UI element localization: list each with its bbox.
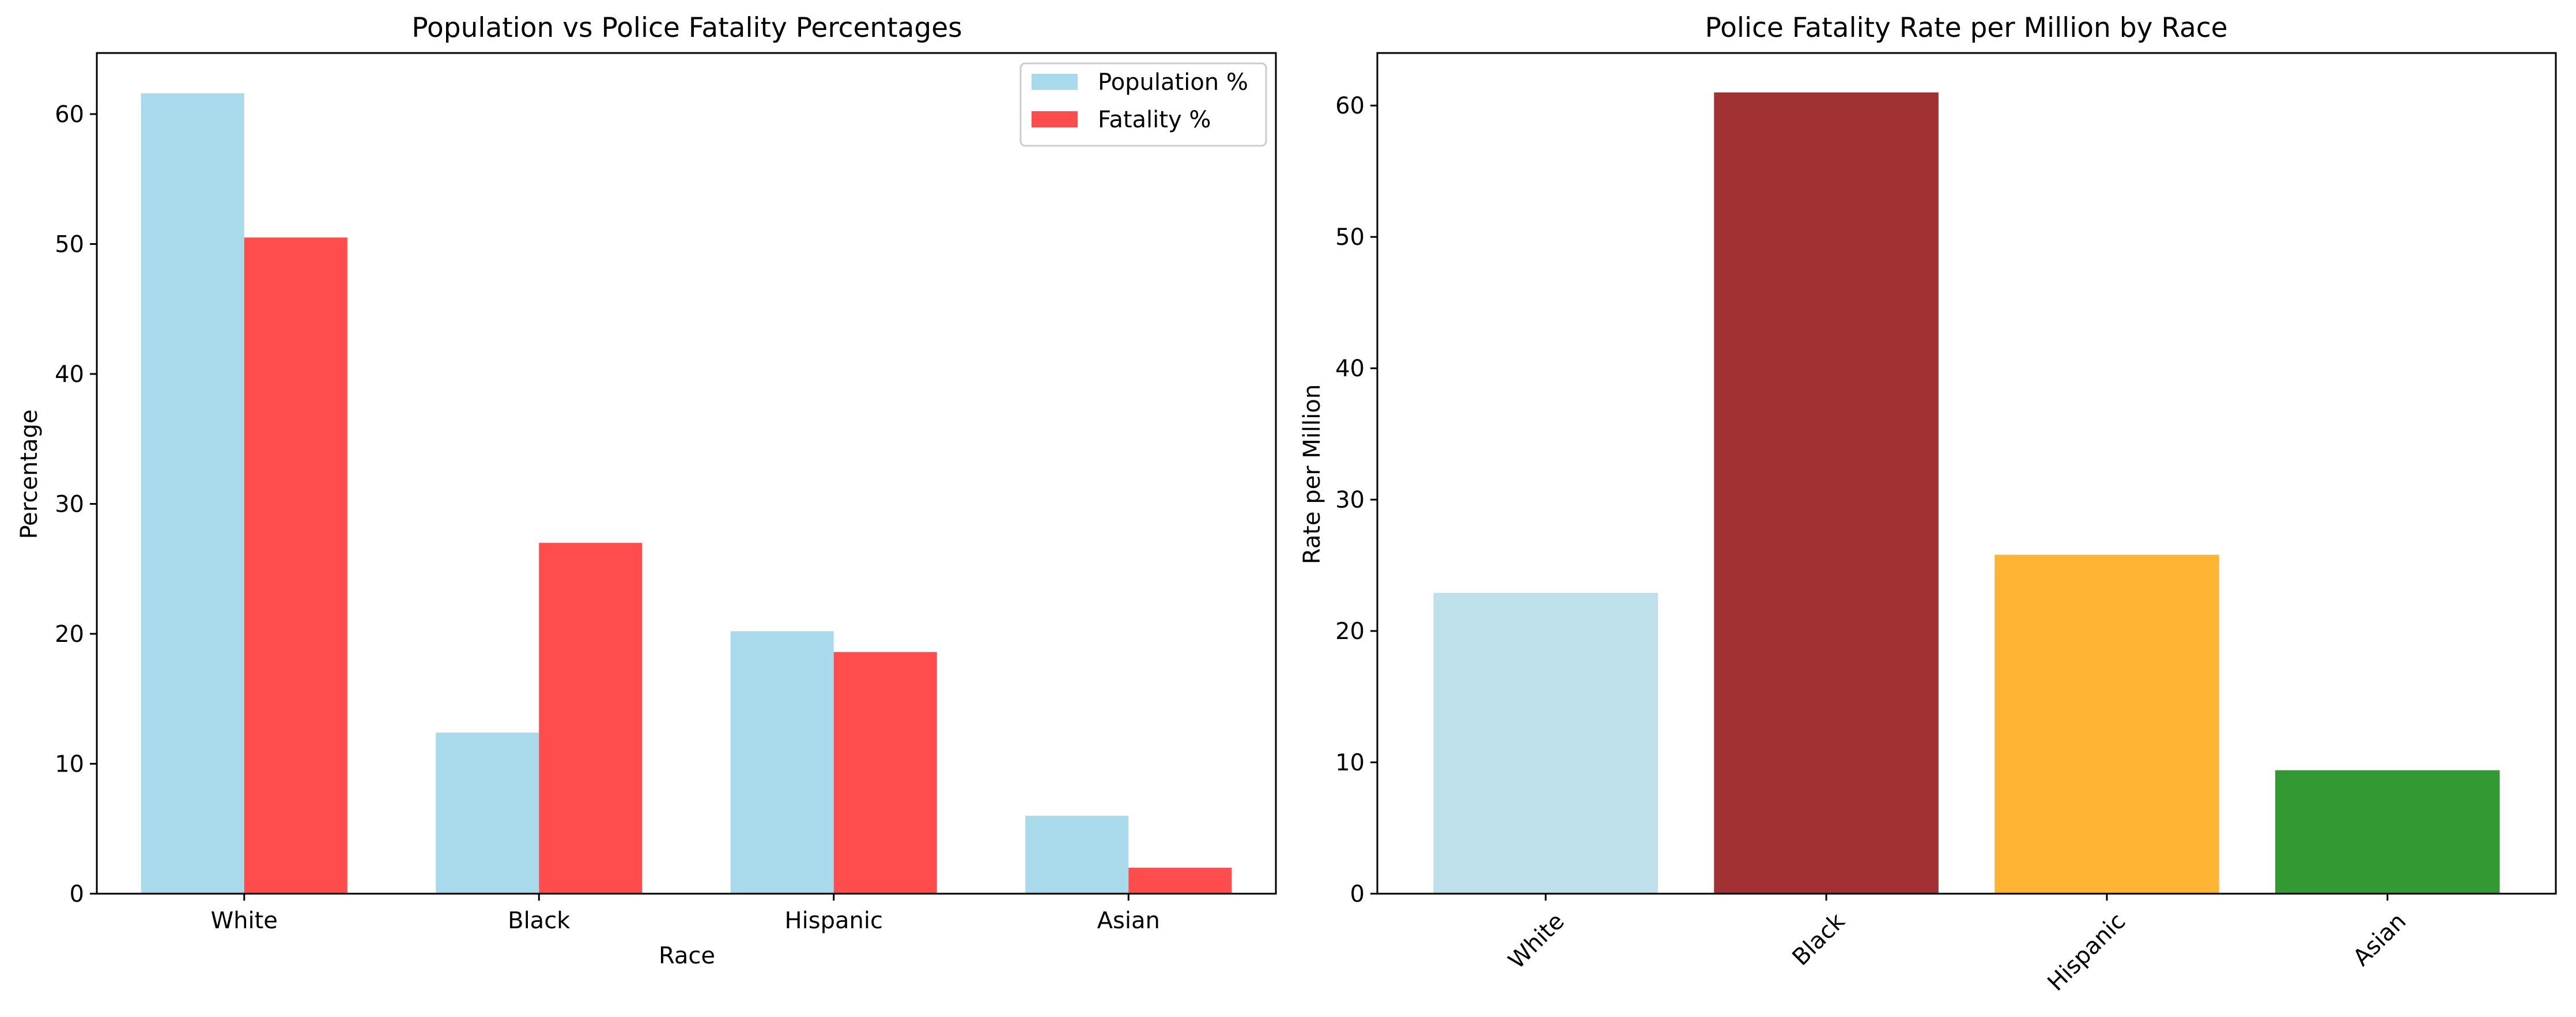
bar-population-asian [1025,815,1129,894]
plot-frame [1376,52,2557,895]
x-tick-label: White [211,908,278,934]
population-vs-fatality-chart: Population vs Police Fatality Percentage… [16,12,1277,969]
y-tick-label: 10 [55,751,84,777]
chart-title: Police Fatality Rate per Million by Race [1705,12,2227,44]
y-tick-label: 40 [1335,356,1365,382]
legend-swatch [1032,111,1078,127]
y-tick-label: 0 [70,881,84,908]
chart-title: Population vs Police Fatality Percentage… [411,12,962,44]
bar-fatality-hispanic [833,652,937,894]
legend: Population % Fatality % [1019,62,1267,147]
x-axis-label: Race [659,943,715,969]
bar-population-hispanic [730,631,834,894]
y-tick-label: 60 [1335,93,1365,119]
y-tick-label: 30 [55,491,84,517]
y-tick-label: 20 [55,621,84,648]
x-tick-label: Hispanic [785,908,883,934]
legend-box [1019,62,1267,147]
y-tick-label: 20 [1335,618,1365,645]
legend-label: Fatality % [1098,107,1211,133]
x-tick-label: Black [508,908,571,934]
y-tick-label: 30 [1335,487,1365,513]
bar-fatality-white [244,237,348,894]
bar-group [141,93,1232,894]
y-axis-label: Rate per Million [1299,384,1325,564]
y-axis-label: Percentage [16,409,43,539]
plot-frame [96,52,1277,895]
bar-group [1433,92,2500,894]
y-tick-label: 40 [55,361,84,388]
bar-rate-white [1433,592,1658,894]
y-tick-label: 50 [1335,224,1365,251]
y-tick-label: 60 [55,101,84,128]
tick-group: White Black Hispanic Asian 0 10 20 30 40 50 60 [55,101,1160,934]
bar-fatality-asian [1128,867,1232,894]
y-tick-label: 10 [1335,750,1365,776]
y-tick-label: 50 [55,231,84,258]
bar-population-black [436,732,539,894]
legend-swatch [1032,74,1078,90]
bar-rate-hispanic [1995,554,2219,894]
bar-rate-black [1714,92,1939,894]
y-tick-label: 0 [1350,881,1365,908]
bar-fatality-black [539,543,643,894]
bar-population-white [141,93,244,894]
x-tick-label: Asian [1097,908,1160,934]
bar-rate-asian [2275,770,2500,894]
legend-label: Population % [1098,69,1248,96]
